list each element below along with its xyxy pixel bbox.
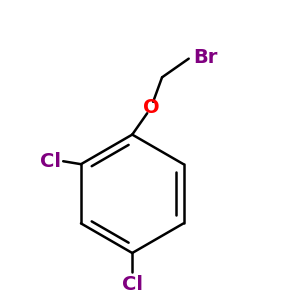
Text: Cl: Cl — [40, 152, 61, 171]
Text: Cl: Cl — [122, 274, 143, 294]
Text: O: O — [142, 98, 159, 117]
Text: Br: Br — [193, 48, 218, 67]
